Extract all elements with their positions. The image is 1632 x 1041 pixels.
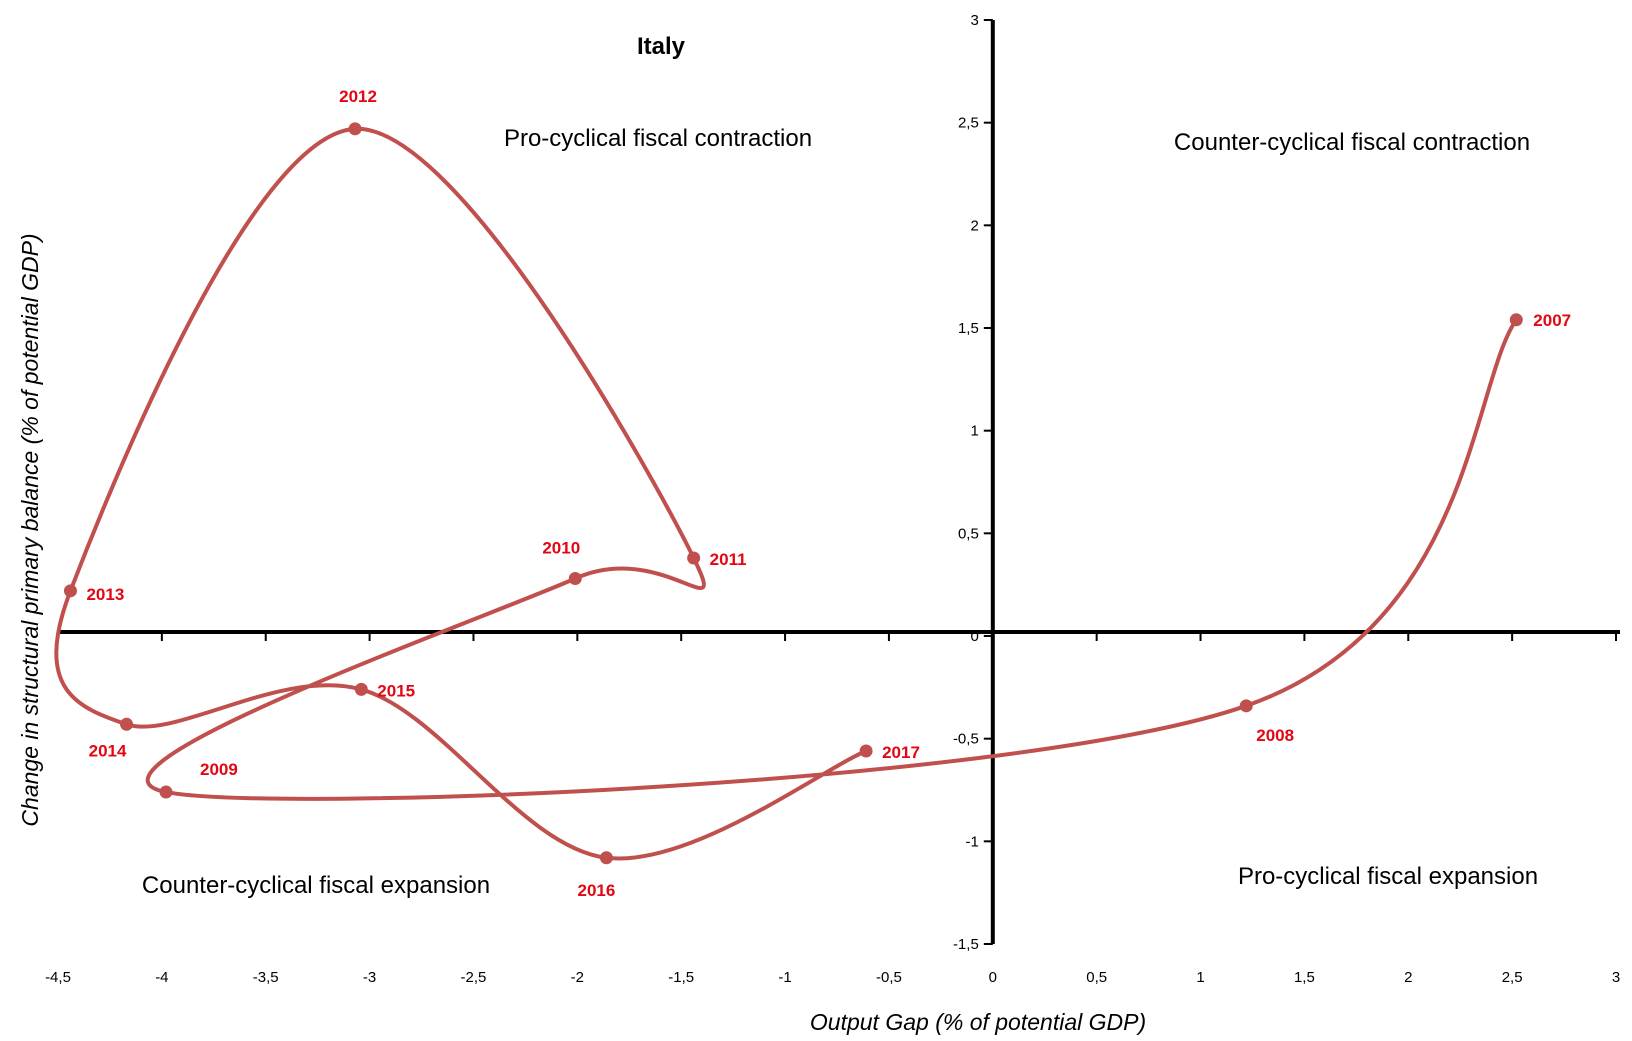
data-label-2010: 2010 — [542, 539, 580, 558]
data-label-2008: 2008 — [1256, 726, 1294, 745]
series-line-layer — [54, 126, 1519, 861]
x-tick-label: 2,5 — [1502, 969, 1523, 986]
x-tick-label: -2,5 — [461, 969, 487, 986]
x-tick-label: -3 — [363, 969, 376, 986]
x-tick-label: 1 — [1196, 969, 1204, 986]
points-layer: 2007 2008 2009 2010 2011 2012 2013 2014 2015 2016… — [63, 87, 1571, 900]
data-point-2015 — [354, 682, 368, 696]
x-tick-label: 1,5 — [1294, 969, 1315, 986]
x-tick-label: -3,5 — [253, 969, 279, 986]
data-point-2012 — [348, 122, 362, 136]
x-tick-label: -4,5 — [45, 969, 71, 986]
y-tick-label: 2 — [970, 217, 978, 234]
x-tick-label: -2 — [571, 969, 584, 986]
data-label-2014: 2014 — [89, 741, 127, 760]
data-point-2017 — [859, 744, 873, 758]
x-tick-label: -1 — [778, 969, 791, 986]
data-point-2010 — [568, 572, 582, 586]
x-axis-label: Output Gap (% of potential GDP) — [810, 1009, 1146, 1035]
y-tick-label: 3 — [970, 12, 978, 29]
annotation-bottom-left: Counter-cyclical fiscal expansion — [142, 872, 490, 899]
y-tick-label: 1,5 — [958, 320, 979, 337]
y-tick-label: 1 — [970, 423, 978, 440]
x-tick-label: 3 — [1612, 969, 1620, 986]
y-tick-label: -1 — [965, 833, 978, 850]
data-label-2007: 2007 — [1533, 311, 1571, 330]
data-point-2011 — [687, 551, 701, 565]
data-point-2013 — [63, 584, 77, 598]
annotation-top-left: Pro-cyclical fiscal contraction — [504, 125, 812, 152]
data-point-2014 — [120, 717, 134, 731]
data-label-2012: 2012 — [339, 87, 377, 106]
data-point-2007 — [1509, 313, 1523, 327]
data-point-2009 — [159, 785, 173, 799]
data-label-2016: 2016 — [578, 881, 616, 900]
data-point-2016 — [599, 851, 613, 865]
y-tick-label: -1,5 — [953, 936, 979, 953]
series-line — [54, 126, 1519, 861]
axes: -4,5 -4 -3,5 -3 -2,5 -2 -1,5 -1 -0,5 0 0,5 1 1,5 2 2,5… — [45, 12, 1620, 986]
chart-title: Italy — [637, 33, 686, 60]
annotation-top-right: Counter-cyclical fiscal contraction — [1174, 129, 1530, 156]
x-tick-label: -4 — [155, 969, 168, 986]
annotation-bottom-right: Pro-cyclical fiscal expansion — [1238, 863, 1538, 890]
data-label-2009: 2009 — [200, 760, 238, 779]
x-tick-label: 2 — [1404, 969, 1412, 986]
y-tick-label: 2,5 — [958, 115, 979, 132]
x-tick-label: 0,5 — [1086, 969, 1107, 986]
y-tick-label: 0,5 — [958, 525, 979, 542]
data-label-2015: 2015 — [377, 681, 415, 700]
y-tick-label: 0 — [970, 628, 978, 645]
data-point-2008 — [1239, 699, 1253, 713]
x-tick-label: -0,5 — [876, 969, 902, 986]
x-tick-label: 0 — [989, 969, 997, 986]
y-axis-label: Change in structural primary balance (% … — [17, 233, 43, 826]
y-tick-label: -0,5 — [953, 731, 979, 748]
data-label-2013: 2013 — [86, 585, 124, 604]
data-label-2011: 2011 — [710, 550, 747, 569]
x-tick-label: -1,5 — [668, 969, 694, 986]
data-label-2017: 2017 — [882, 743, 920, 762]
